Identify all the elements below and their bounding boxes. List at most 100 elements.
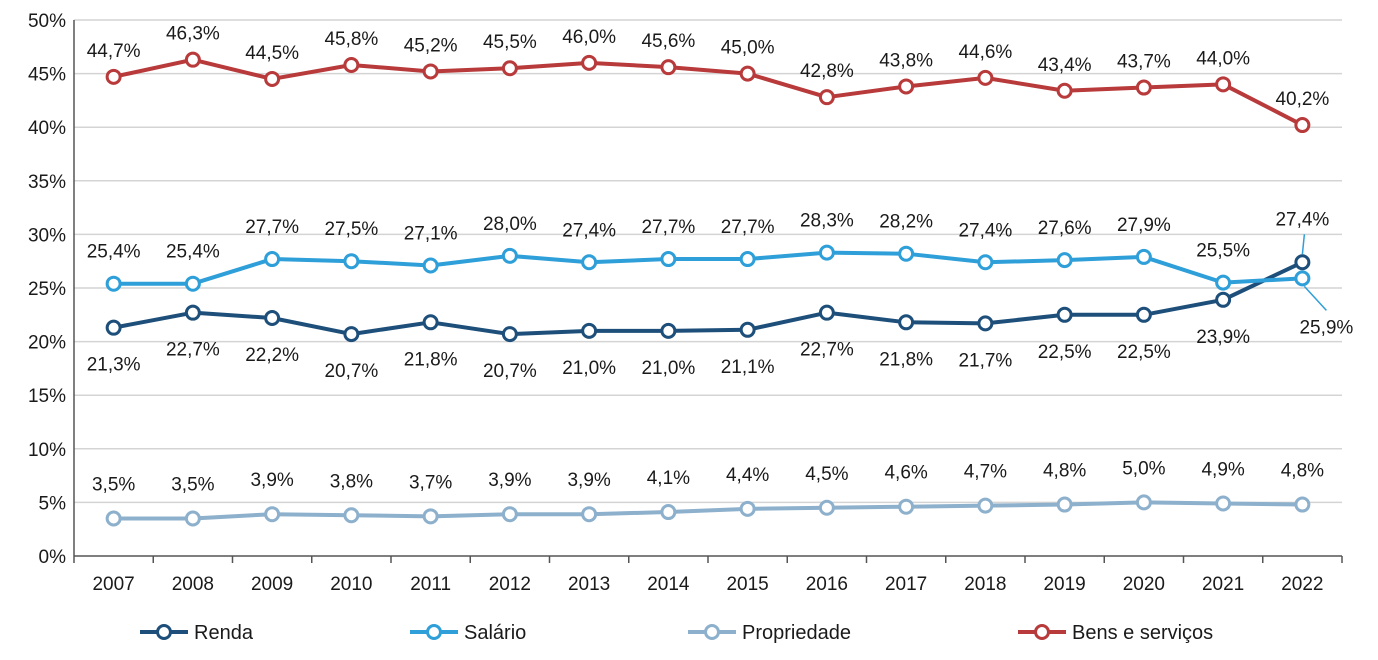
data-label-propriedade: 3,9% — [567, 470, 610, 491]
legend-label: Bens e serviços — [1072, 622, 1213, 644]
data-label-bens: 42,8% — [800, 61, 854, 82]
data-label-renda: 20,7% — [483, 361, 537, 382]
x-tick-label: 2020 — [1123, 574, 1165, 595]
data-label-renda: 21,0% — [641, 358, 695, 379]
data-point-bens — [898, 78, 915, 95]
data-point-propriedade — [977, 497, 994, 514]
x-tick-label: 2008 — [172, 574, 214, 595]
data-label-propriedade: 4,1% — [647, 468, 690, 489]
data-point-propriedade — [898, 498, 915, 515]
series-line-propriedade — [113, 500, 1303, 521]
data-label-renda: 21,3% — [87, 355, 141, 376]
data-label-propriedade: 3,8% — [330, 471, 373, 492]
data-point-renda — [105, 319, 122, 336]
data-point-bens — [184, 51, 201, 68]
data-point-renda — [264, 310, 281, 327]
data-point-renda — [343, 326, 360, 343]
data-point-renda — [818, 304, 835, 321]
y-tick-label: 40% — [28, 118, 66, 139]
data-point-propriedade — [581, 506, 598, 523]
data-label-propriedade: 4,4% — [726, 465, 769, 486]
data-label-propriedade: 3,9% — [488, 470, 531, 491]
data-point-salario — [264, 251, 281, 268]
x-tick-label: 2014 — [647, 574, 690, 595]
data-point-propriedade — [343, 507, 360, 524]
data-point-renda — [977, 315, 994, 332]
data-label-renda: 22,2% — [245, 345, 299, 366]
data-point-salario — [1215, 274, 1232, 291]
data-point-renda — [422, 314, 439, 331]
data-label-bens: 43,8% — [879, 50, 933, 71]
data-point-salario — [660, 251, 677, 268]
data-point-salario — [501, 247, 518, 264]
data-point-bens — [739, 65, 756, 82]
series-line-renda — [113, 260, 1304, 337]
data-label-renda: 21,8% — [404, 349, 458, 370]
x-tick-label: 2009 — [251, 574, 293, 595]
legend: Renda Salário Propriedade Bens e serviços — [140, 622, 1213, 644]
data-label-salario: 27,4% — [958, 220, 1012, 241]
data-label-propriedade: 3,5% — [171, 474, 214, 495]
series-line-bens — [113, 57, 1304, 127]
series-line-salario — [113, 250, 1303, 286]
data-point-propriedade — [739, 500, 756, 517]
data-labels: 21,3% 22,7% 22,2% 20,7% 21,8% 20,7% 21,0% 21,0%… — [87, 24, 1354, 496]
x-tick-label: 2015 — [726, 574, 768, 595]
data-point-propriedade — [660, 504, 677, 521]
gridlines — [74, 19, 1342, 504]
data-label-renda: 21,7% — [958, 350, 1012, 371]
data-label-propriedade: 4,5% — [805, 464, 848, 485]
y-tick-label: 5% — [39, 493, 67, 514]
x-tick-label: 2012 — [489, 574, 531, 595]
data-point-propriedade — [501, 506, 518, 523]
data-point-propriedade — [1215, 495, 1232, 512]
data-label-renda: 22,5% — [1038, 342, 1092, 363]
data-point-bens — [1215, 76, 1232, 93]
data-point-salario — [739, 251, 756, 268]
legend-label: Propriedade — [742, 622, 851, 644]
data-point-bens — [1294, 117, 1311, 134]
data-point-salario — [1056, 252, 1073, 269]
y-tick-label: 50% — [28, 11, 66, 32]
x-tick-label: 2013 — [568, 574, 610, 595]
data-point-renda — [1294, 254, 1311, 271]
data-point-propriedade — [264, 506, 281, 523]
data-label-bens: 45,8% — [324, 29, 378, 50]
data-label-renda: 21,1% — [721, 357, 775, 378]
x-tick-label: 2007 — [92, 574, 134, 595]
data-point-bens — [581, 54, 598, 71]
legend-item-propriedade: Propriedade — [688, 622, 851, 644]
data-point-renda — [660, 322, 677, 339]
legend-swatch-marker — [1034, 624, 1050, 640]
y-tick-label: 0% — [39, 547, 67, 568]
data-label-salario: 27,7% — [245, 217, 299, 238]
data-label-bens: 43,7% — [1117, 52, 1171, 73]
data-label-propriedade: 4,8% — [1043, 461, 1086, 482]
data-point-bens — [1135, 79, 1152, 96]
data-point-salario — [1135, 248, 1152, 265]
data-label-salario: 25,4% — [87, 242, 141, 263]
data-label-propriedade: 4,7% — [964, 462, 1007, 483]
data-point-salario — [977, 254, 994, 271]
data-label-renda: 27,4% — [1275, 209, 1329, 230]
data-label-bens: 45,0% — [721, 38, 775, 59]
leader-line-salario — [1303, 285, 1327, 311]
data-label-bens: 43,4% — [1038, 55, 1092, 76]
y-tick-label: 25% — [28, 279, 66, 300]
data-point-bens — [422, 63, 439, 80]
data-label-renda: 22,7% — [166, 340, 220, 361]
data-point-propriedade — [422, 508, 439, 525]
data-point-renda — [739, 321, 756, 338]
data-label-bens: 45,6% — [641, 31, 695, 52]
y-axis: 0% 5% 10% 15% 20% 25% 30% 35% 40% 45% 50% — [28, 11, 75, 568]
data-label-bens: 45,2% — [404, 35, 458, 56]
data-label-salario: 27,7% — [641, 217, 695, 238]
data-label-propriedade: 5,0% — [1122, 458, 1165, 479]
data-point-renda — [898, 314, 915, 331]
data-label-salario: 27,7% — [721, 217, 775, 238]
legend-item-bens: Bens e serviços — [1018, 622, 1213, 644]
x-axis: 2007 2008 2009 2010 2011 2012 2013 2014 2015 2016… — [73, 555, 1343, 595]
data-label-renda: 23,9% — [1196, 327, 1250, 348]
